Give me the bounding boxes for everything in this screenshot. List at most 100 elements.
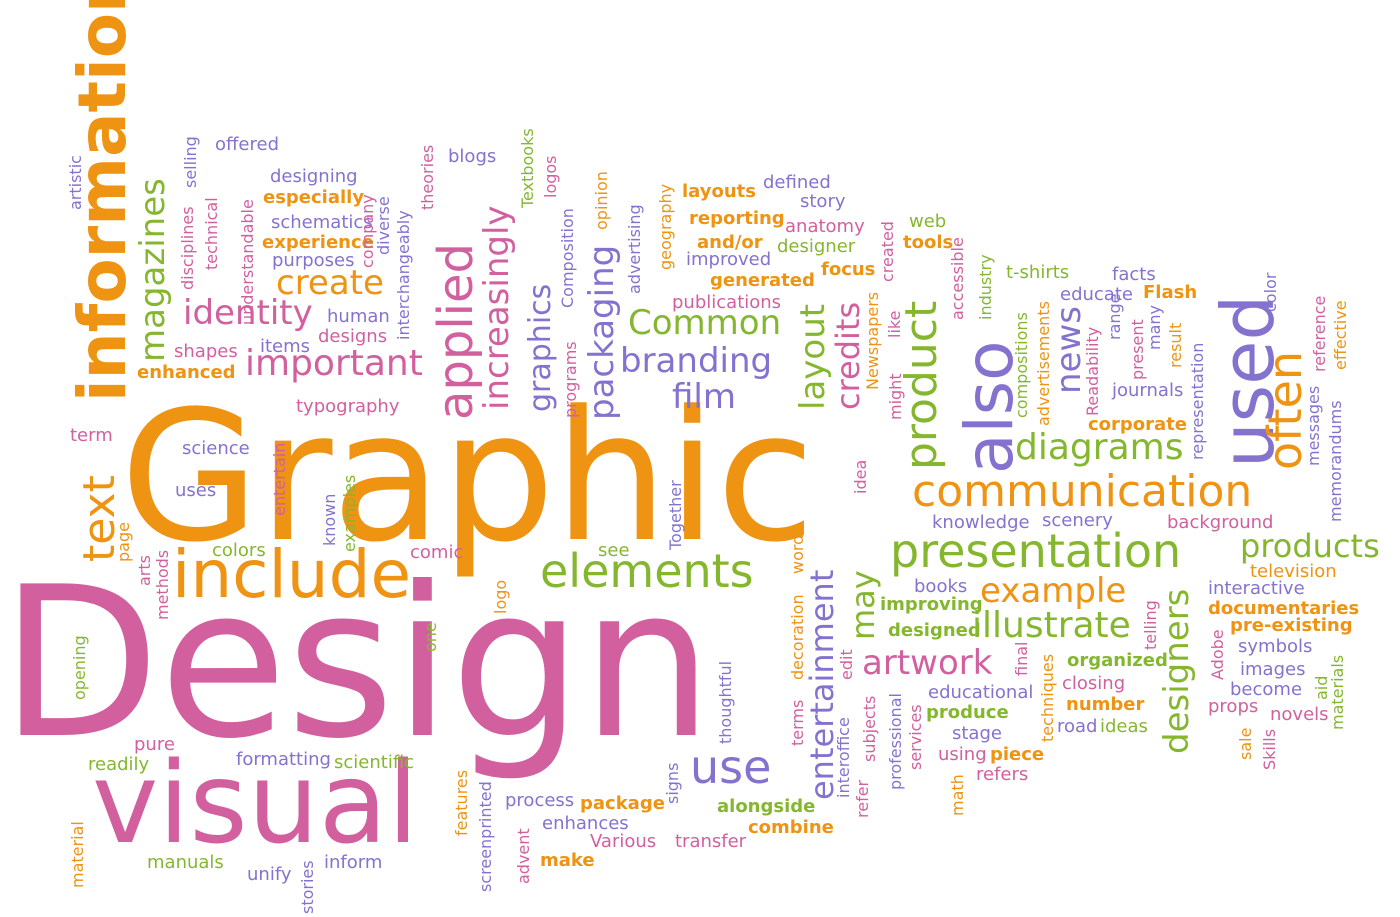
word-communication: communication xyxy=(912,466,1253,517)
word-selling: selling xyxy=(181,136,200,188)
word-logo: logo xyxy=(491,579,510,614)
word-symbols: symbols xyxy=(1238,636,1313,657)
word-scientific: scientific xyxy=(334,752,415,773)
word-television: television xyxy=(1250,561,1337,582)
word-programs: programs xyxy=(561,341,580,418)
word-idea: idea xyxy=(851,459,870,494)
word-words: words xyxy=(788,526,807,574)
word-graphic: Graphic xyxy=(120,373,815,582)
word-knowledge: knowledge xyxy=(932,512,1030,533)
word-unify: unify xyxy=(247,864,292,885)
word-documentaries: documentaries xyxy=(1208,598,1360,619)
word-designer: designer xyxy=(777,236,856,257)
word-one: one xyxy=(421,622,440,652)
word-diagrams: diagrams xyxy=(1015,427,1184,468)
word-industry: industry xyxy=(976,254,995,320)
word-tshirts: t-shirts xyxy=(1006,262,1070,283)
word-thoughtful: thoughtful xyxy=(716,660,735,744)
word-arts: arts xyxy=(135,555,154,586)
word-edit: edit xyxy=(837,649,856,680)
word-decoration: decoration xyxy=(788,594,807,680)
word-include: include xyxy=(172,536,412,613)
word-color: color xyxy=(1261,272,1280,312)
word-advertisements: advertisements xyxy=(1034,301,1053,426)
word-uses: uses xyxy=(175,480,217,501)
word-many: many xyxy=(1145,305,1164,350)
word-range: range xyxy=(1105,293,1124,340)
word-features: features xyxy=(452,769,471,836)
word-preexisting: pre-existing xyxy=(1230,615,1353,636)
word-known: known xyxy=(320,493,339,546)
word-road: road xyxy=(1057,716,1098,737)
word-background: background xyxy=(1167,512,1274,533)
word-journals: journals xyxy=(1112,380,1184,401)
word-tools: tools xyxy=(903,232,954,253)
word-organized: organized xyxy=(1067,650,1168,671)
word-improving: improving xyxy=(880,594,983,615)
word-screenprinted: screenprinted xyxy=(476,781,495,892)
word-theories: theories xyxy=(418,144,437,210)
word-advertising: advertising xyxy=(625,204,644,294)
word-publications: publications xyxy=(672,292,782,313)
word-methods: methods xyxy=(153,549,172,620)
word-stage: stage xyxy=(952,723,1002,744)
word-shapes: shapes xyxy=(174,341,238,362)
word-alongside: alongside xyxy=(717,796,816,817)
word-term: term xyxy=(70,425,113,446)
word-readability: Readability xyxy=(1083,326,1102,416)
word-piece: piece xyxy=(990,744,1045,765)
word-opinion: opinion xyxy=(592,171,611,230)
word-like: like xyxy=(885,310,904,338)
word-common: Common xyxy=(628,303,782,343)
word-present: present xyxy=(1128,319,1147,380)
word-generated: generated xyxy=(710,270,815,291)
word-refer: refer xyxy=(853,779,872,818)
word-might: might xyxy=(886,373,905,420)
word-scenery: scenery xyxy=(1042,510,1113,531)
word-inform: inform xyxy=(324,852,383,873)
word-package: package xyxy=(580,793,665,814)
word-reference: reference xyxy=(1310,295,1329,372)
word-film: film xyxy=(672,377,736,417)
word-purposes: purposes xyxy=(272,250,355,271)
word-opening: opening xyxy=(70,635,89,700)
word-identity: identity xyxy=(183,293,313,333)
word-designers: designers xyxy=(1157,588,1197,754)
word-artwork: artwork xyxy=(862,643,993,683)
word-disciplines: disciplines xyxy=(178,206,197,290)
word-newspapers: Newspapers xyxy=(863,291,882,390)
word-understandable: understandable xyxy=(238,199,257,325)
word-ideas: ideas xyxy=(1100,716,1148,737)
word-refers: refers xyxy=(976,764,1029,785)
word-composition: Composition xyxy=(558,208,577,308)
word-props: props xyxy=(1208,696,1259,717)
word-together: Together xyxy=(666,480,685,550)
word-defined: defined xyxy=(763,172,831,193)
word-technical: technical xyxy=(202,197,221,270)
word-sale: sale xyxy=(1236,727,1255,760)
word-representation: representation xyxy=(1188,342,1207,460)
word-credits: credits xyxy=(829,301,867,410)
word-textbooks: Textbooks xyxy=(518,128,537,208)
word-layouts: layouts xyxy=(682,181,756,202)
word-interchangeably: interchangeably xyxy=(394,210,413,340)
word-professional: professional xyxy=(886,693,905,790)
word-anatomy: anatomy xyxy=(785,216,865,237)
word-telling: telling xyxy=(1141,600,1160,650)
word-result: result xyxy=(1166,322,1185,368)
word-flash: Flash xyxy=(1143,282,1198,303)
word-visual: visual xyxy=(92,739,419,869)
word-number: number xyxy=(1066,694,1145,715)
word-comic: comic xyxy=(410,542,464,563)
word-example: example xyxy=(980,571,1127,611)
word-educate: educate xyxy=(1060,284,1133,305)
word-interactive: interactive xyxy=(1208,578,1305,599)
word-enhanced: enhanced xyxy=(137,362,236,383)
word-may: may xyxy=(844,570,882,640)
word-designing: designing xyxy=(270,166,358,187)
word-facts: facts xyxy=(1112,264,1156,285)
word-focus: focus xyxy=(821,259,876,280)
word-memorandums: memorandums xyxy=(1326,400,1345,522)
word-product: product xyxy=(896,300,947,470)
